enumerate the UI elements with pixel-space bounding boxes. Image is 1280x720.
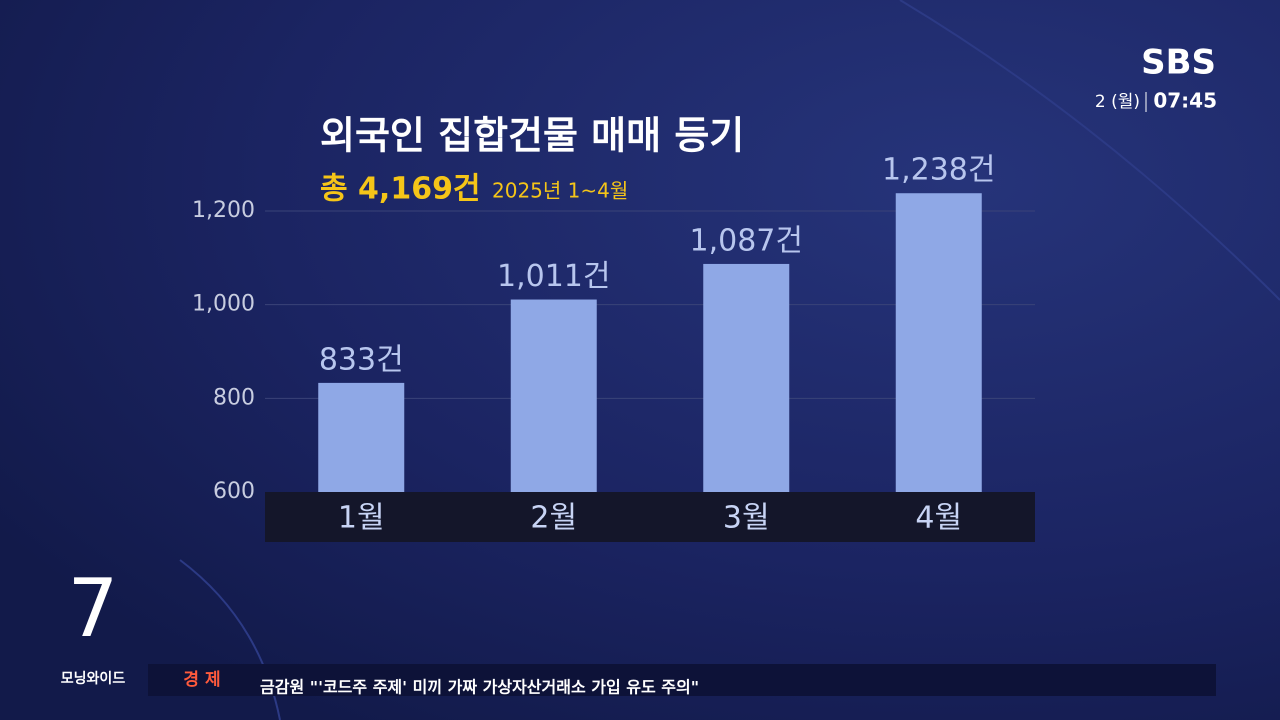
y-tick-label: 600 [213, 479, 255, 504]
chart-subtitle: 총 4,169건 [320, 172, 481, 207]
ticker-text: 금감원 "'코드주 주제' 미끼 가짜 가상자산거래소 가입 유도 주의" [260, 678, 699, 697]
value-label: 1,011건 [497, 259, 610, 294]
time: 07:45 [1153, 89, 1217, 113]
bar [895, 193, 982, 492]
plot: 600 800 1,000 1,200 1월 833건 2월 1,011건 3월 1,087건 4월… [192, 153, 1035, 536]
logo: SBS [1141, 43, 1216, 83]
y-tick-label: 1,200 [192, 198, 255, 223]
value-label: 1,087건 [690, 223, 803, 258]
decor-curve [179, 559, 281, 720]
day: 2 (월) [1095, 92, 1140, 112]
y-tick-label: 1,000 [192, 292, 255, 317]
value-label: 833건 [319, 342, 404, 377]
decor-curve [899, 0, 1280, 301]
x-tick-label: 2월 [530, 501, 577, 536]
chart-title: 외국인 집합건물 매매 등기 [320, 114, 744, 158]
value-label: 1,238건 [882, 153, 995, 188]
x-axis-band [265, 492, 1035, 542]
x-tick-label: 4월 [915, 501, 962, 536]
x-tick-label: 1월 [338, 501, 385, 536]
channel-number: 7 [68, 562, 119, 655]
bar [510, 299, 597, 492]
ticker-bar [148, 664, 1216, 696]
program-name: 모닝와이드 [61, 670, 126, 687]
x-tick-label: 3월 [723, 501, 770, 536]
bar [318, 382, 405, 492]
ticker-section: 경 제 [183, 670, 220, 690]
y-tick-label: 800 [213, 385, 255, 410]
bar [703, 263, 790, 492]
chart-period: 2025년 1~4월 [492, 179, 628, 203]
